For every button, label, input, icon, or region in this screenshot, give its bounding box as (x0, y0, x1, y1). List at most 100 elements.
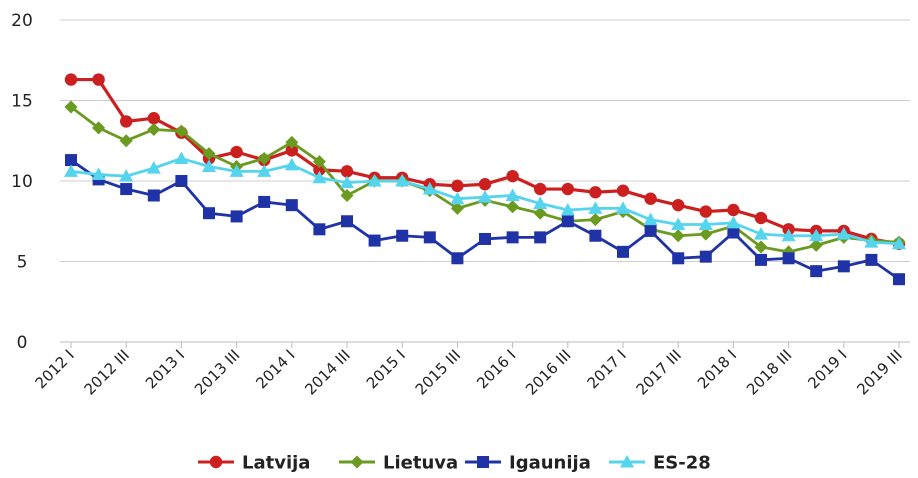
data-point-latvija (230, 145, 243, 159)
legend-marker (350, 455, 364, 469)
legend-item-latvija: Latvija (198, 453, 310, 474)
data-point-igaunija (65, 154, 77, 167)
legend-marker (209, 455, 223, 469)
data-point-igaunija (313, 223, 326, 236)
data-point-es-28 (726, 215, 741, 229)
data-point-latvija (727, 203, 740, 217)
data-point-es-28 (174, 151, 189, 164)
data-point-igaunija (258, 195, 271, 208)
data-point-lietuva (754, 240, 768, 254)
data-point-latvija (285, 144, 298, 157)
data-point-es-28 (284, 157, 299, 171)
legend-item-es-28: ES-28 (609, 453, 711, 474)
data-point-igaunija (230, 210, 243, 223)
data-point-igaunija (285, 199, 298, 212)
data-point-lietuva (257, 151, 271, 165)
data-point-es-28 (146, 161, 161, 174)
data-point-lietuva (699, 227, 713, 241)
data-point-igaunija (203, 207, 215, 220)
data-point-latvija (644, 192, 657, 205)
data-point-es-28 (395, 174, 410, 187)
data-point-lietuva (147, 122, 161, 136)
x-tick-label: 2016 III (522, 346, 574, 398)
x-tick-label: 2014 III (301, 346, 353, 398)
data-point-es-28 (91, 167, 106, 181)
data-point-es-28 (119, 169, 134, 182)
data-point-es-28 (616, 201, 630, 214)
data-point-igaunija (368, 234, 381, 247)
data-point-igaunija (865, 253, 878, 266)
legend-item-lietuva: Lietuva (339, 453, 458, 474)
data-point-es-28 (698, 217, 713, 230)
data-point-es-28 (864, 235, 879, 248)
x-tick-label: 2019 I (804, 346, 850, 392)
x-tick-label: 2017 III (633, 346, 685, 398)
data-point-latvija (561, 182, 574, 196)
data-point-es-28 (64, 164, 78, 177)
data-point-igaunija (506, 231, 519, 244)
series-es-28 (64, 151, 906, 250)
data-point-igaunija (147, 189, 160, 202)
data-point-igaunija (893, 273, 905, 286)
data-point-lietuva (312, 155, 326, 169)
legend: Latvija Lietuva Igaunija ES-28 (198, 453, 711, 474)
legend-item-igaunija: Igaunija (465, 453, 591, 474)
data-point-lietuva (202, 147, 216, 161)
data-point-igaunija (396, 229, 409, 242)
data-point-igaunija (782, 252, 795, 265)
x-tick-label: 2012 I (32, 346, 78, 392)
series-layer (64, 73, 906, 286)
data-point-igaunija (699, 250, 712, 263)
data-point-es-28 (257, 164, 272, 177)
data-point-lietuva (174, 124, 188, 138)
data-point-lietuva (671, 229, 685, 243)
y-tick-label: 10 (11, 172, 33, 192)
data-point-latvija (340, 165, 354, 178)
data-point-es-28 (505, 188, 520, 201)
data-point-es-28 (367, 174, 382, 187)
data-point-igaunija (561, 215, 574, 228)
data-point-es-28 (754, 227, 768, 240)
y-tick-label: 20 (11, 11, 33, 31)
data-point-igaunija (120, 183, 133, 196)
data-point-lietuva (506, 200, 520, 214)
data-point-igaunija (341, 215, 353, 228)
data-point-igaunija (727, 226, 740, 239)
data-point-latvija (120, 115, 133, 128)
data-point-igaunija (451, 252, 464, 265)
data-point-latvija (754, 211, 768, 225)
data-point-igaunija (534, 231, 547, 244)
data-point-es-28 (892, 236, 906, 250)
data-point-latvija (92, 73, 105, 86)
data-point-igaunija (672, 252, 685, 265)
legend-label: Lietuva (383, 453, 458, 474)
data-point-es-28 (781, 228, 796, 242)
data-point-latvija (699, 205, 712, 218)
data-point-es-28 (312, 170, 327, 184)
data-point-es-28 (229, 164, 244, 177)
legend-label: Igaunija (509, 453, 591, 474)
x-tick-label: 2013 III (191, 346, 243, 398)
x-tick-label: 2018 III (743, 346, 795, 398)
y-tick-label: 5 (17, 253, 28, 273)
data-point-es-28 (422, 182, 437, 195)
legend-marker (477, 456, 489, 468)
data-point-lietuva (533, 206, 547, 220)
data-point-es-28 (588, 201, 603, 214)
data-point-igaunija (644, 224, 657, 237)
data-point-lietuva (809, 238, 823, 252)
data-point-es-28 (478, 190, 492, 203)
data-point-latvija (672, 198, 685, 212)
data-point-latvija (64, 73, 78, 86)
data-point-lietuva (119, 134, 133, 148)
x-tick-label: 2015 I (363, 346, 409, 392)
data-point-latvija (147, 112, 160, 125)
data-point-lietuva (450, 201, 464, 215)
series-igaunija (65, 154, 905, 286)
data-point-igaunija (175, 175, 188, 187)
x-tick-label: 2015 III (412, 346, 464, 398)
data-point-igaunija (589, 229, 602, 242)
data-point-lietuva (92, 121, 106, 135)
y-tick-label: 15 (11, 92, 33, 112)
x-tick-label: 2019 III (853, 346, 905, 398)
